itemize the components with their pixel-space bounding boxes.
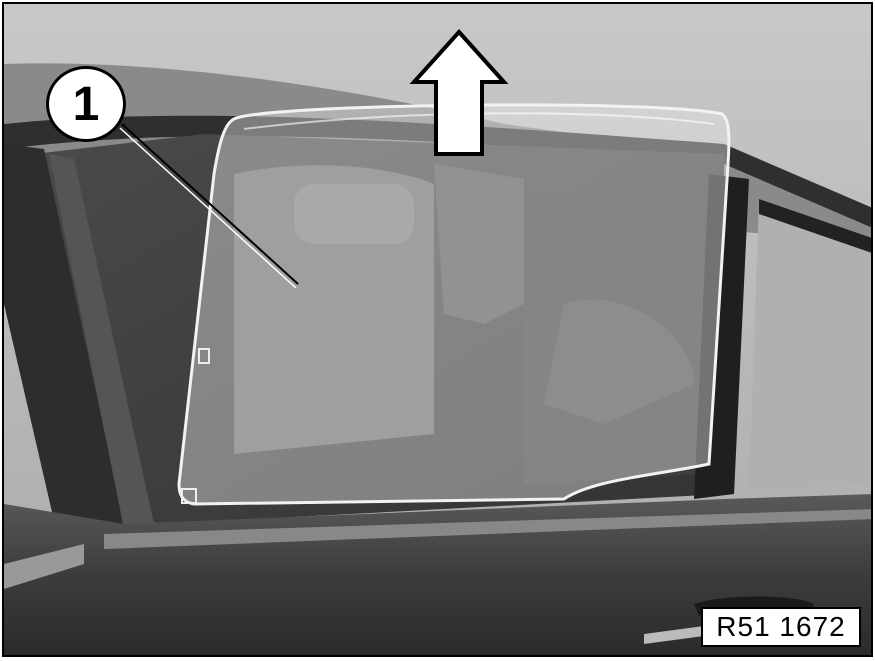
reference-code: R51 1672 xyxy=(716,611,846,642)
car-door-photo xyxy=(4,4,871,655)
leader-line xyxy=(121,123,299,285)
reference-code-label: R51 1672 xyxy=(701,607,861,647)
callout-marker-1: 1 xyxy=(46,66,126,142)
b-pillar xyxy=(694,174,749,499)
window-glass xyxy=(177,103,731,506)
arrow-up-icon xyxy=(409,29,509,156)
front-door-frame xyxy=(4,144,124,564)
quarter-window xyxy=(749,199,871,489)
callout-number: 1 xyxy=(72,77,100,131)
